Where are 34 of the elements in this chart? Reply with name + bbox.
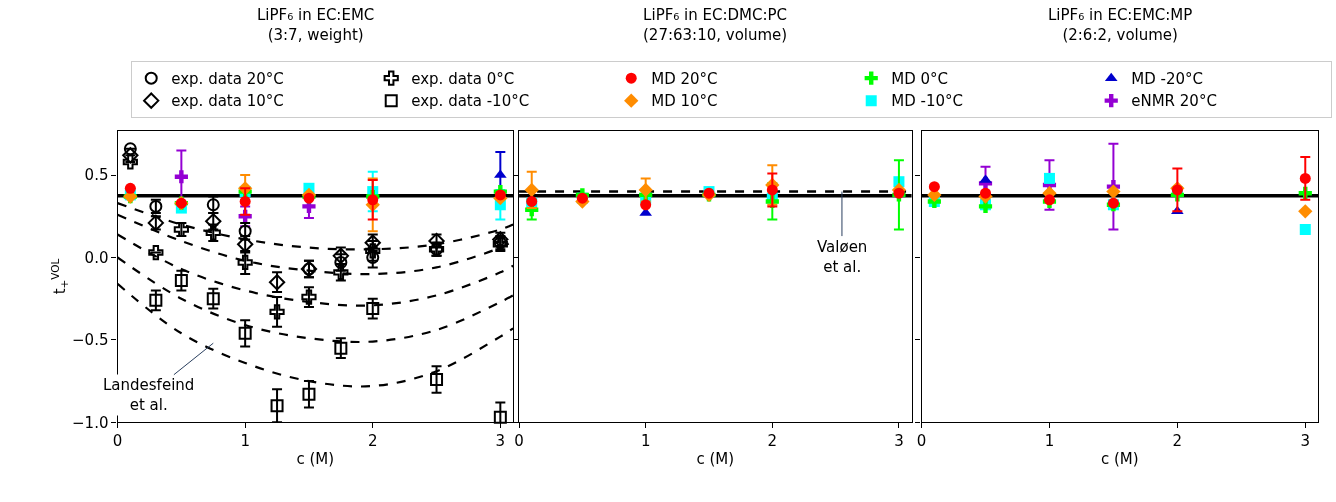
x-tick-label: 0 bbox=[112, 432, 123, 451]
x-tick-label: 2 bbox=[767, 432, 778, 451]
x-tick-label: 3 bbox=[894, 432, 904, 451]
x-tick-label: 1 bbox=[240, 432, 250, 451]
x-tick-label: 3 bbox=[1300, 432, 1311, 451]
x-tick-label: 1 bbox=[1044, 432, 1055, 451]
x-tick-label: 1 bbox=[640, 432, 651, 451]
legend-label: MD 0°C bbox=[891, 69, 949, 88]
x-tick-label: 0 bbox=[916, 432, 927, 451]
x-axis-title: c (M) bbox=[696, 450, 735, 469]
chart-title: LiPF₆ in EC:EMC:MP (2:6:2, volume) bbox=[1048, 6, 1193, 44]
legend-label: exp. data -10°C bbox=[411, 92, 530, 111]
x-tick-label: 0 bbox=[514, 432, 524, 451]
y-tick-label: 0.0 bbox=[84, 248, 109, 267]
y-tick-label: 0.5 bbox=[84, 166, 109, 185]
y-tick-label: −1.0 bbox=[72, 413, 109, 432]
x-axis-title: c (M) bbox=[1100, 450, 1139, 469]
legend-label: MD -10°C bbox=[891, 92, 963, 111]
legend-label: exp. data 0°C bbox=[411, 69, 515, 88]
x-tick-label: 2 bbox=[367, 432, 378, 451]
annotation: Valøen et al. bbox=[817, 238, 868, 276]
x-tick-label: 2 bbox=[1172, 432, 1183, 451]
legend-label: exp. data 20°C bbox=[171, 69, 284, 88]
chart-title: LiPF₆ in EC:EMC (3:7, weight) bbox=[257, 6, 375, 44]
annotation: Landesfeind et al. bbox=[103, 376, 195, 414]
x-tick-label: 3 bbox=[495, 432, 506, 451]
x-axis-title: c (M) bbox=[296, 450, 335, 469]
legend-label: exp. data 10°C bbox=[171, 92, 284, 111]
y-tick-label: −0.5 bbox=[72, 331, 109, 350]
legend-label: MD 20°C bbox=[651, 69, 718, 88]
chart-title: LiPF₆ in EC:DMC:PC (27:63:10, volume) bbox=[643, 6, 788, 44]
legend-label: MD -20°C bbox=[1131, 69, 1203, 88]
legend-label: MD 10°C bbox=[651, 92, 718, 111]
legend-label: eNMR 20°C bbox=[1131, 92, 1217, 111]
